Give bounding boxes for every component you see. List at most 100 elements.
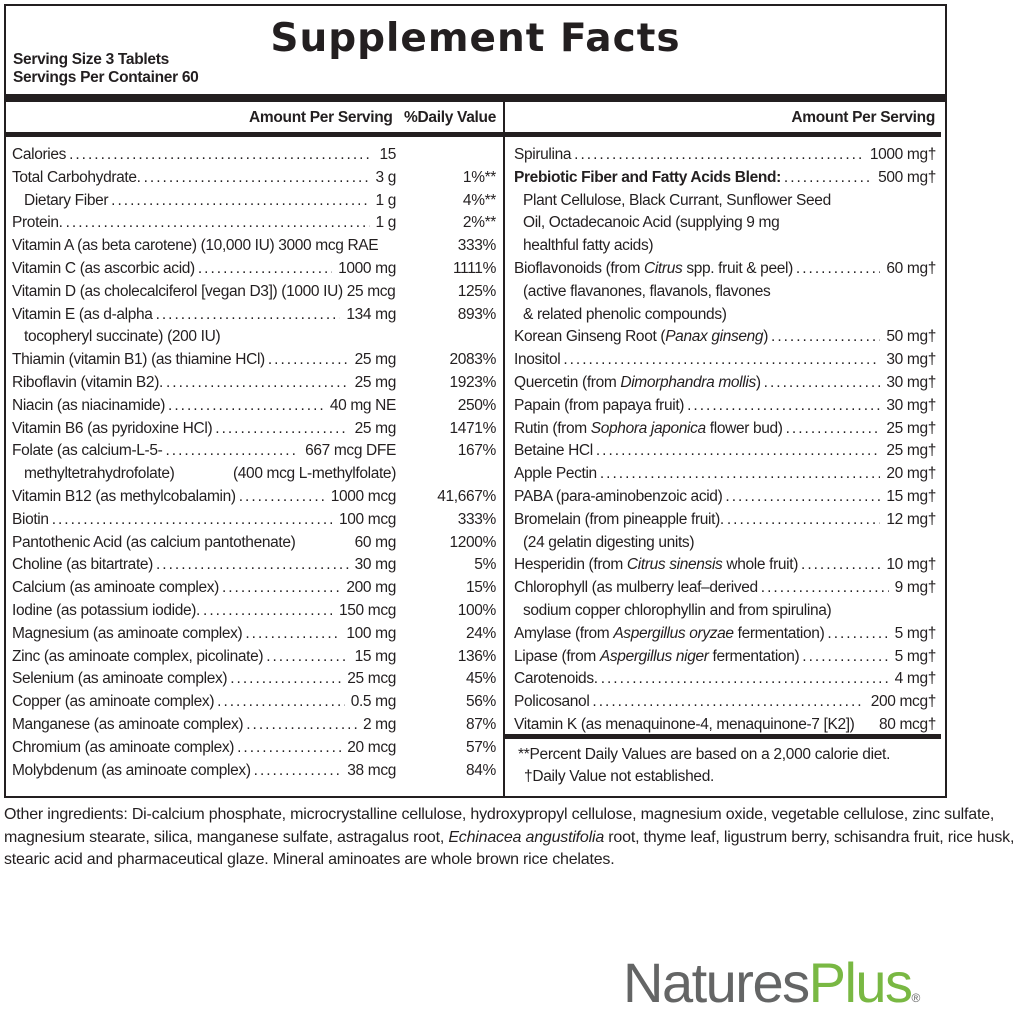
item-name-part: Rutin (from (514, 419, 591, 437)
item-name: Choline (as bitartrate) (12, 554, 153, 577)
item-amount: 25 mcg (347, 670, 396, 688)
item-name-part: Calories (12, 146, 67, 163)
dot-leader: ........................................… (771, 328, 880, 346)
item-name: Niacin (as niacinamide) (12, 395, 165, 418)
right-ingredient-list: Spirulina...............................… (514, 144, 936, 737)
item-name: Chromium (as aminoate complex) (12, 737, 234, 760)
item-name-part: Zinc (as aminoate complex, picolinate) (12, 647, 264, 665)
item-name-part: Quercetin (from (514, 373, 621, 391)
item-name-part: whole fruit) (722, 556, 799, 574)
item-name-part: Protein. (12, 214, 63, 232)
item-name: Riboflavin (vitamin B2). (12, 372, 163, 395)
item-name-part: Riboflavin (vitamin B2). (12, 373, 163, 391)
item-name: Vitamin A (as beta carotene) (10,000 IU)… (12, 235, 379, 258)
continuation-text: (active flavanones, flavanols, flavones (523, 282, 771, 300)
dot-leader: ........................................… (65, 214, 370, 232)
divider-bar (505, 132, 941, 137)
item-name-part: Vitamin A (as beta carotene) (10,000 IU)… (12, 237, 379, 255)
dot-leader: ........................................… (726, 510, 881, 528)
supplement-facts-panel: Supplement Facts Serving Size 3 Tablets … (4, 4, 947, 798)
item-name: Vitamin K (as menaquinone-4, menaquinone… (514, 714, 855, 737)
item-name: Amylase (from Aspergillus oryzae ferment… (514, 623, 825, 646)
item-name-part: Chlorophyll (as mulberry leaf–derived (514, 579, 758, 597)
item-name-part: Chromium (as aminoate complex) (12, 738, 235, 756)
item-name-part: Vitamin B12 (as methylcobalamin) (12, 487, 236, 505)
dot-leader: ........................................… (215, 419, 348, 437)
item-amount: 15 mg (354, 647, 397, 665)
item-amount: 30 mg† (886, 351, 936, 369)
list-item: Apple Pectin............................… (514, 463, 936, 486)
item-name-part: flower bud) (705, 419, 783, 437)
list-item: Manganese (as aminoate complex).........… (12, 714, 496, 737)
item-name-part: Korean Ginseng Root ( (514, 328, 666, 346)
list-item: Pantothenic Acid (as calcium pantothenat… (12, 532, 496, 555)
list-item: PABA (para-aminobenzoic acid)...........… (514, 486, 936, 509)
item-daily-value: 1923% (449, 373, 496, 391)
dot-leader: ........................................… (237, 738, 341, 756)
item-name-part: Copper (as aminoate complex) (12, 693, 215, 711)
item-name-part: PABA (para-aminobenzoic acid) (514, 487, 723, 505)
dot-leader: ........................................… (230, 670, 341, 688)
item-name: Thiamin (vitamin B1) (as thiamine HCl) (12, 349, 265, 372)
dot-leader: ........................................… (266, 647, 349, 665)
dot-leader: ........................................… (592, 693, 864, 711)
item-name-part: Vitamin B6 (as pyridoxine HCl) (12, 419, 213, 437)
item-daily-value: 45% (466, 670, 496, 688)
panel-title: Supplement Facts (270, 16, 681, 61)
other-ingredients: Other ingredients: Di-calcium phosphate,… (4, 804, 1020, 872)
item-daily-value: 136% (457, 647, 497, 665)
item-name-part: Pantothenic Acid (as calcium pantothenat… (12, 533, 296, 551)
item-name-part: Carotenoids. (514, 670, 598, 688)
item-name-part: Molybdenum (as aminoate complex) (12, 761, 251, 779)
item-name: Bromelain (from pineapple fruit). (514, 509, 724, 532)
item-name-part: Papain (from papaya fruit) (514, 396, 685, 414)
divider-bar (505, 734, 941, 739)
item-name: Inositol (514, 349, 561, 372)
item-name-part: Apple Pectin (514, 465, 597, 483)
item-amount: 25 mg (354, 351, 397, 369)
dot-leader: ........................................… (253, 761, 342, 779)
item-amount: 25 mg (354, 373, 397, 391)
continuation-text: (24 gelatin digesting units) (523, 533, 695, 551)
list-item: Calcium (as aminoate complex)...........… (12, 577, 496, 600)
list-item: Betaine HCl.............................… (514, 440, 936, 463)
item-daily-value: 1%** (462, 168, 496, 186)
item-amount: 200 mcg† (870, 693, 937, 711)
item-amount: 30 mg† (886, 373, 936, 391)
item-amount: 100 mcg (339, 510, 396, 528)
item-name: Protein. (12, 212, 63, 235)
dot-leader: ........................................… (783, 168, 873, 186)
item-name-part: Amylase (from (514, 624, 614, 642)
list-item: Quercetin (from Dimorphandra mollis)....… (514, 372, 936, 395)
item-amount: 5 mg† (894, 624, 937, 642)
continuation-text: & related phenolic compounds) (523, 305, 727, 323)
item-daily-value: 167% (457, 442, 497, 460)
dot-leader: ........................................… (725, 487, 880, 505)
item-name-part: Betaine HCl (514, 442, 593, 460)
item-daily-value: 5% (474, 556, 496, 574)
item-amount: 80 mcg† (879, 715, 936, 733)
item-daily-value: 893% (457, 305, 497, 323)
list-item: Dietary Fiber...........................… (12, 190, 496, 213)
dot-leader: ........................................… (197, 259, 332, 277)
item-name: Apple Pectin (514, 463, 597, 486)
list-item: Selenium (as aminoate complex)..........… (12, 668, 496, 691)
item-name-part: Calcium (as aminoate complex) (12, 579, 219, 597)
item-name-part: ) (763, 328, 769, 346)
item-name: Vitamin C (as ascorbic acid) (12, 258, 195, 281)
item-amount: 25 mg† (886, 419, 936, 437)
item-amount: 200 mg (346, 579, 396, 597)
item-amount: 1000 mg† (869, 146, 936, 163)
item-amount: 30 mg† (886, 396, 936, 414)
continuation-text: Oil, Octadecanoic Acid (supplying 9 mg (523, 214, 780, 232)
item-name: Rutin (from Sophora japonica flower bud) (514, 418, 783, 441)
servings-per-container: Servings Per Container 60 (13, 69, 199, 86)
item-name: Vitamin E (as d-alpha (12, 304, 153, 327)
dot-leader: ........................................… (785, 419, 881, 437)
list-item: Choline (as bitartrate).................… (12, 554, 496, 577)
item-name: Vitamin B6 (as pyridoxine HCl) (12, 418, 213, 441)
item-name-italic: Citrus (643, 259, 683, 277)
dot-leader: ........................................… (687, 396, 880, 414)
dot-leader: ........................................… (574, 146, 864, 163)
item-amount: 12 mg† (886, 510, 936, 528)
